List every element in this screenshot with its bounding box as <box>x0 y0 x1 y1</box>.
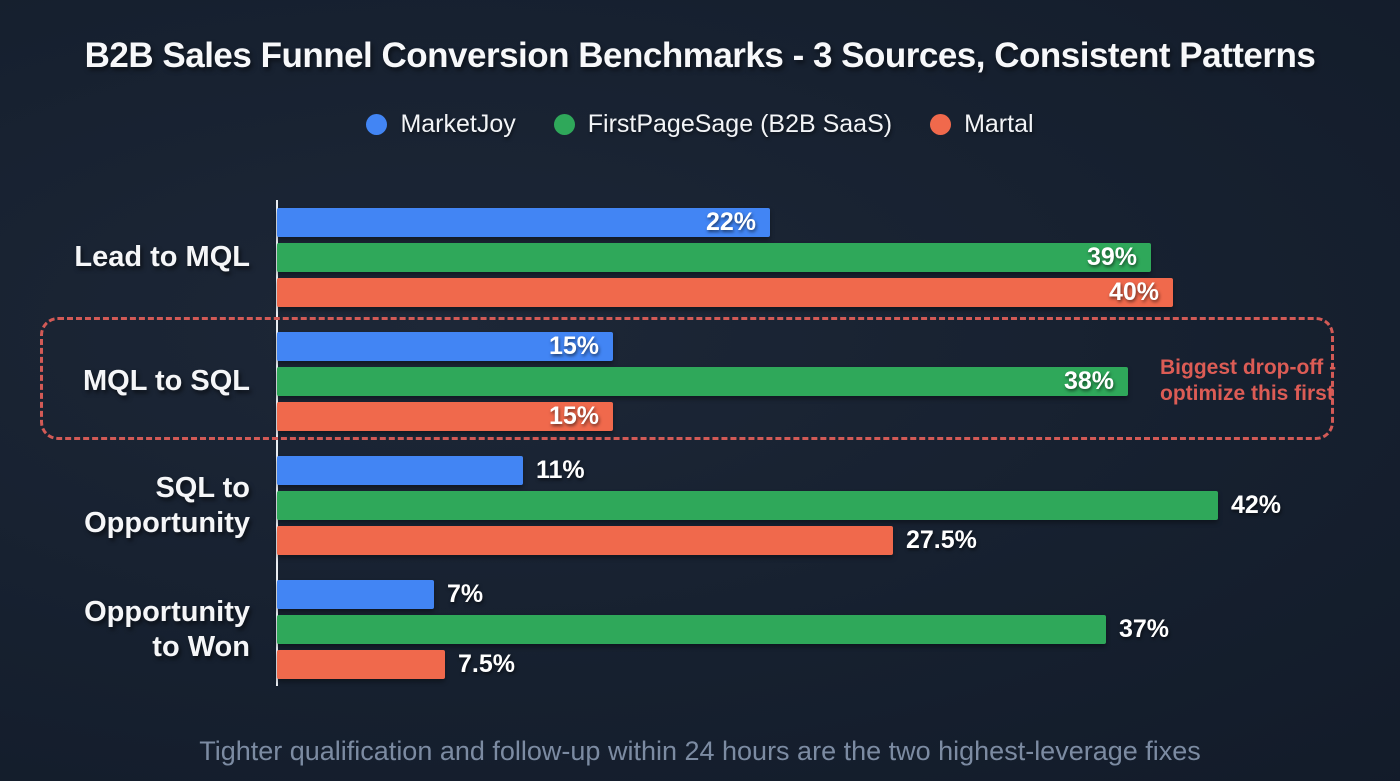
highlight-box <box>40 317 1334 440</box>
bar-value-label: 39% <box>1086 243 1137 271</box>
legend-label: FirstPageSage (B2B SaaS) <box>587 110 893 138</box>
bar-firstpagesage-b2b-saas: 39% <box>277 243 1151 272</box>
category-label-line: MQL to SQL <box>82 365 250 398</box>
bar-value-label: 7.5% <box>458 650 515 678</box>
legend-item: FirstPageSage (B2B SaaS) <box>553 110 893 139</box>
legend-label: MarketJoy <box>400 110 516 138</box>
bar-value-label: 7% <box>447 580 484 608</box>
bar-value-label: 11% <box>536 456 585 484</box>
bar-value-label: 22% <box>705 208 756 236</box>
bar-value-label: 38% <box>1063 367 1114 395</box>
legend-label: Martal <box>964 110 1034 138</box>
bar-martal <box>277 526 893 555</box>
annotation-text: Biggest drop-off - optimize this first <box>1160 355 1336 408</box>
category-label: Opportunity to Won <box>18 580 250 679</box>
bar-value-label: 37% <box>1119 615 1170 643</box>
bar-value-label: 40% <box>1108 278 1159 306</box>
bar-value-label: 15% <box>548 402 599 430</box>
category-label-line: Opportunity <box>84 595 250 628</box>
legend-dot-icon <box>930 114 952 135</box>
legend: MarketJoy FirstPageSage (B2B SaaS) Martal <box>0 110 1400 139</box>
bar-firstpagesage-b2b-saas <box>277 491 1218 520</box>
bar-marketjoy: 15% <box>277 332 613 361</box>
annotation-line-1: Biggest drop-off - <box>1160 356 1337 379</box>
legend-item: MarketJoy <box>366 110 516 139</box>
annotation-line-2: optimize this first <box>1160 382 1334 406</box>
bar-marketjoy: 22% <box>277 208 770 237</box>
legend-dot-icon <box>553 114 575 135</box>
bar-value-label: 42% <box>1231 491 1282 519</box>
bar-value-label: 27.5% <box>906 526 977 554</box>
bar-martal: 15% <box>277 402 613 431</box>
footer-note: Tighter qualification and follow-up with… <box>199 736 1201 766</box>
category-label-line: Lead to MQL <box>74 241 250 274</box>
bar-firstpagesage-b2b-saas: 38% <box>277 367 1128 396</box>
category-label-line: Opportunity <box>84 506 250 539</box>
legend-item: Martal <box>930 110 1034 139</box>
bar-martal <box>277 650 445 679</box>
bar-value-label: 15% <box>548 332 599 360</box>
chart-title: B2B Sales Funnel Conversion Benchmarks -… <box>84 36 1316 75</box>
bar-marketjoy <box>277 456 523 485</box>
category-label-line: to Won <box>152 630 250 663</box>
bar-marketjoy <box>277 580 434 609</box>
category-label: SQL to Opportunity <box>18 456 250 555</box>
category-label: Lead to MQL <box>18 208 250 307</box>
bar-firstpagesage-b2b-saas <box>277 615 1106 644</box>
bar-martal: 40% <box>277 278 1173 307</box>
y-axis-line <box>276 200 278 686</box>
legend-dot-icon <box>366 114 388 135</box>
category-label: MQL to SQL <box>18 332 250 431</box>
category-label-line: SQL to <box>155 471 250 504</box>
